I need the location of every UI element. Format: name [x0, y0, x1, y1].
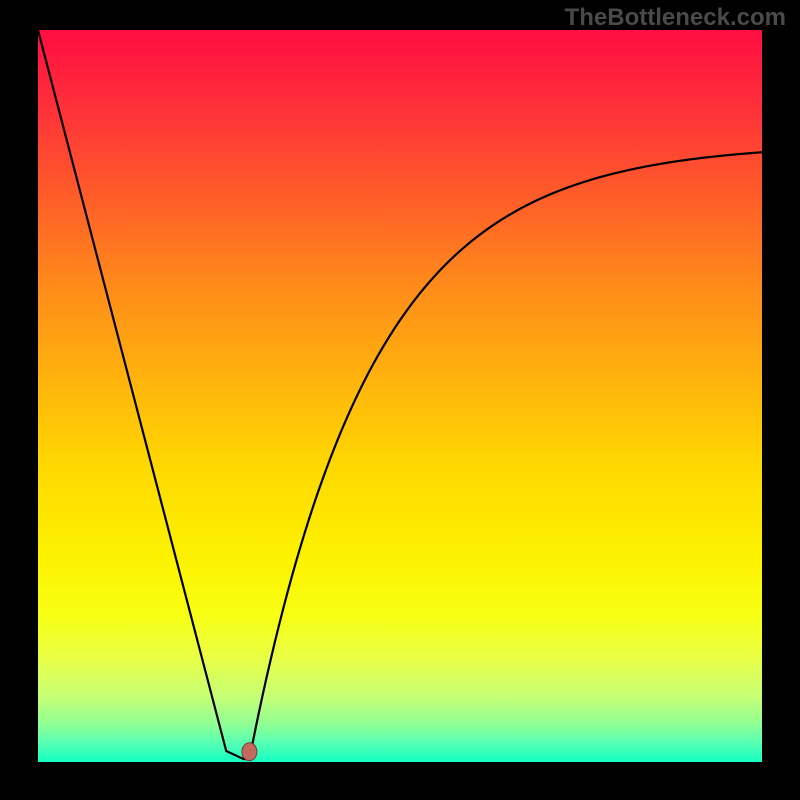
plot-area — [38, 30, 762, 762]
chart-container: TheBottleneck.com — [0, 0, 800, 800]
min-marker — [242, 743, 257, 761]
plot-background — [38, 30, 762, 762]
watermark-label: TheBottleneck.com — [565, 4, 786, 32]
